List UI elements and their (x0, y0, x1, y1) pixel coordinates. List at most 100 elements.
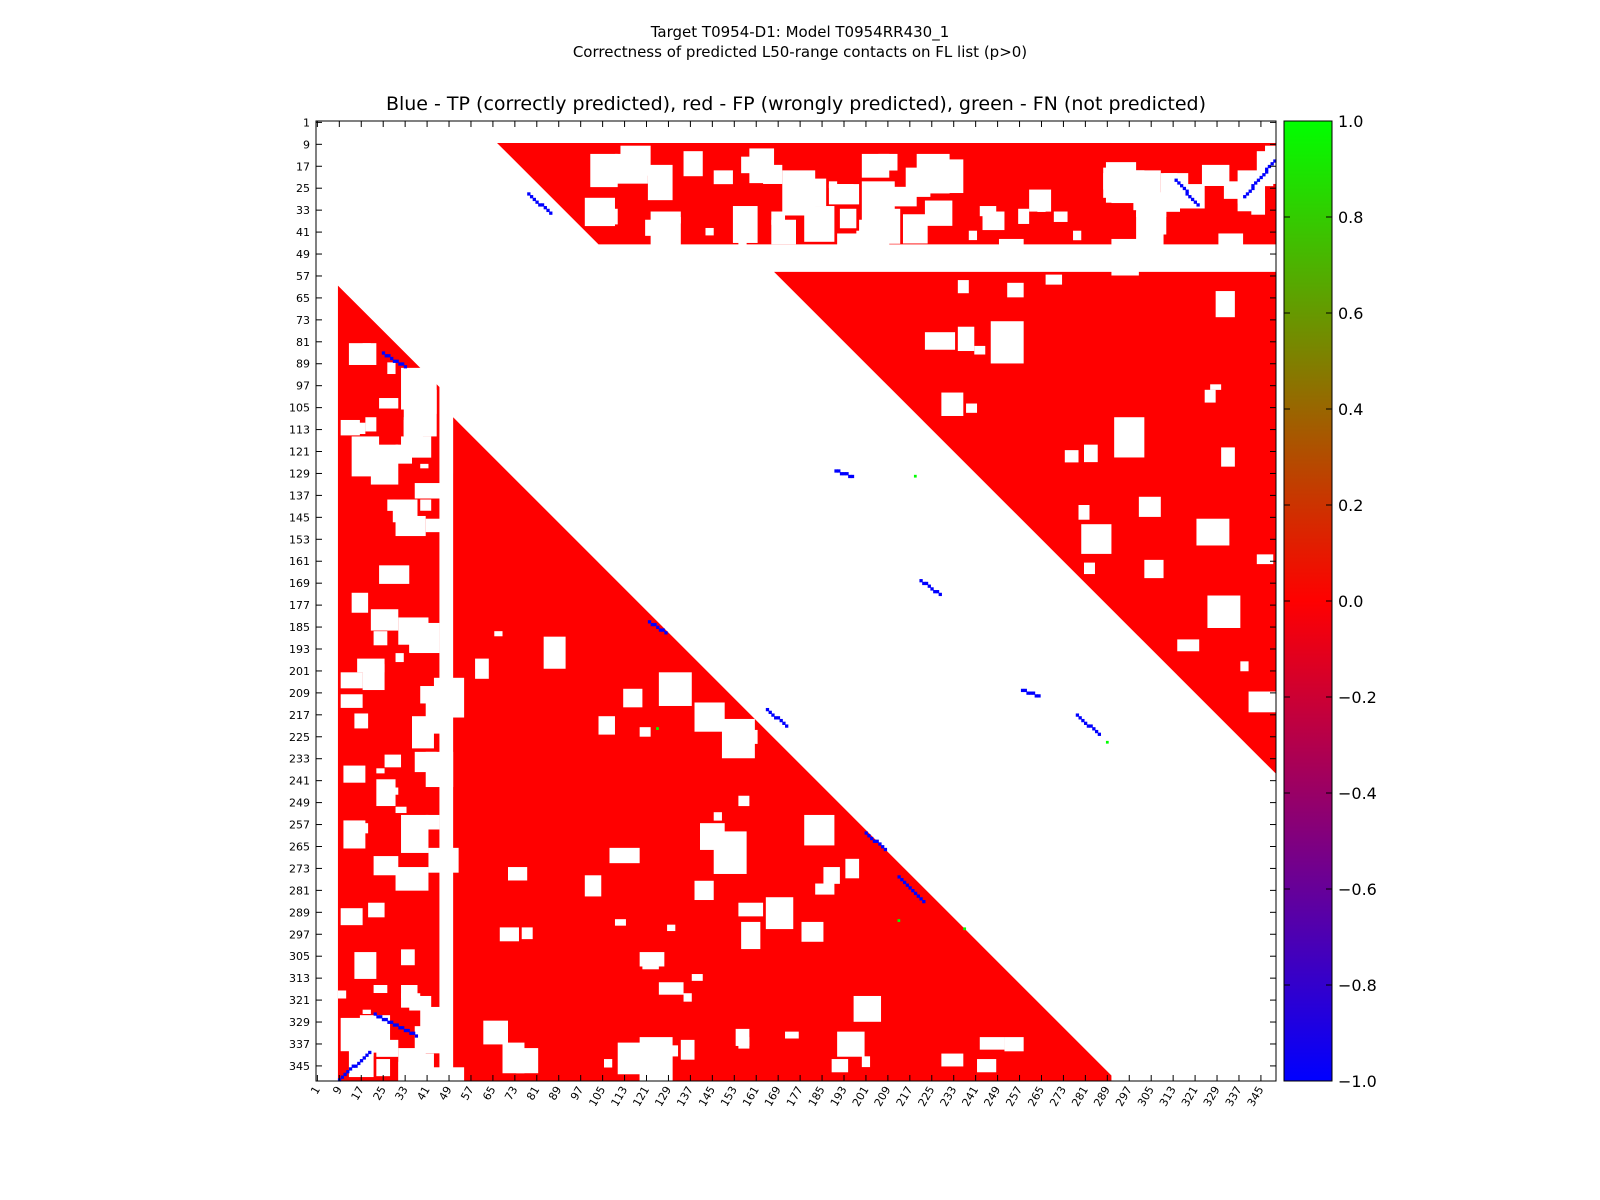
fp-gap (1204, 389, 1216, 403)
tp-point (1029, 691, 1033, 695)
y-tick-label: 241 (289, 775, 310, 788)
tp-point (1023, 688, 1027, 693)
tp-point (403, 365, 408, 369)
tp-point (1254, 181, 1258, 185)
tp-point (409, 1031, 413, 1035)
y-tick-label: 217 (289, 709, 310, 722)
fp-gap (414, 1026, 448, 1054)
tp-point (1180, 184, 1184, 188)
tp-point (540, 203, 545, 207)
x-tick-label: 25 (371, 1084, 389, 1103)
tp-point (1190, 197, 1195, 202)
fp-gap (691, 974, 703, 981)
colorbar-tick-label: 1.0 (1338, 112, 1363, 131)
fp-gap (732, 729, 758, 744)
tp-point (1086, 724, 1091, 728)
tp-point (902, 880, 907, 885)
tp-point (897, 875, 901, 879)
fp-gap (425, 814, 440, 830)
fp-gap (1064, 450, 1079, 463)
fp-gap (966, 403, 978, 413)
fp-region-1 (774, 271, 1276, 774)
fp-gap (705, 227, 714, 236)
tp-point (919, 579, 923, 583)
fp-gap (1029, 189, 1052, 212)
x-tick-label: 145 (696, 1084, 718, 1109)
fp-gap (823, 867, 840, 884)
x-tick-label: 313 (1157, 1084, 1179, 1109)
x-tick-label: 33 (392, 1084, 410, 1103)
tp-point (1081, 718, 1085, 723)
fp-gap (1018, 208, 1030, 224)
tp-point (779, 718, 783, 723)
colorbar-tick-label: 0.2 (1338, 496, 1363, 515)
tp-point (656, 625, 660, 629)
fp-gap (957, 280, 969, 294)
y-tick-label: 105 (289, 402, 310, 415)
fp-gap (713, 812, 722, 821)
tp-point (768, 710, 772, 715)
fp-gap (801, 921, 824, 942)
fp-gap (609, 847, 640, 864)
fp-gap (379, 398, 399, 409)
fp-gap (916, 153, 950, 194)
tp-point (930, 587, 934, 591)
colorbar-tick-label: 0.4 (1338, 400, 1363, 419)
x-tick-label: 105 (586, 1084, 608, 1109)
x-tick-label: 81 (524, 1084, 542, 1103)
fp-gap (1073, 230, 1082, 241)
tp-point (658, 628, 663, 632)
fp-gap (401, 949, 415, 966)
fp-gap (502, 1042, 525, 1074)
fp-gap (384, 754, 402, 768)
tp-point (1265, 170, 1269, 174)
tp-point (384, 354, 388, 358)
tp-point (390, 1020, 394, 1024)
fp-gap (1081, 524, 1112, 554)
fp-gap (669, 217, 681, 224)
x-tick-label: 161 (740, 1084, 762, 1109)
x-tick-label: 57 (458, 1084, 476, 1103)
fp-gap (373, 985, 388, 994)
x-tick-label: 249 (981, 1084, 1003, 1109)
tp-point (384, 1017, 388, 1022)
fp-gap (362, 343, 371, 355)
fp-gap (639, 727, 651, 737)
fp-gap (395, 867, 429, 891)
tp-point (653, 622, 657, 627)
fp-gap (1144, 559, 1164, 579)
tp-point (845, 472, 849, 476)
x-tick-label: 241 (959, 1084, 981, 1109)
tp-point (864, 831, 868, 835)
y-tick-label: 233 (289, 753, 310, 766)
tp-point (1256, 178, 1261, 182)
fp-gap (1114, 417, 1145, 458)
tp-point (529, 195, 534, 199)
tp-point (1248, 189, 1252, 193)
fp-gap (354, 952, 377, 979)
tp-point (782, 721, 786, 725)
tp-point (1037, 694, 1041, 698)
fp-gap (804, 206, 835, 242)
tp-point (414, 1034, 419, 1038)
fp-gap (340, 672, 363, 689)
y-tick-label: 297 (289, 928, 310, 941)
fp-gap (373, 856, 399, 876)
tp-point (398, 362, 402, 366)
x-tick-label: 297 (1113, 1084, 1135, 1109)
fp-gap (798, 200, 807, 206)
x-tick-label: 177 (784, 1084, 806, 1109)
figure-suptitle-line2: Correctness of predicted L50-range conta… (572, 43, 1028, 61)
y-tick-label: 337 (289, 1038, 310, 1051)
fp-gap (403, 417, 434, 436)
tp-point (935, 590, 940, 594)
fp-gap (395, 653, 404, 663)
fp-gap (414, 483, 443, 499)
x-tick-label: 9 (330, 1084, 345, 1097)
y-tick-label: 321 (289, 994, 310, 1007)
x-tick-label: 281 (1069, 1084, 1091, 1109)
tp-point (379, 1015, 383, 1019)
fp-gap (713, 170, 733, 185)
fp-gap (1084, 562, 1095, 575)
